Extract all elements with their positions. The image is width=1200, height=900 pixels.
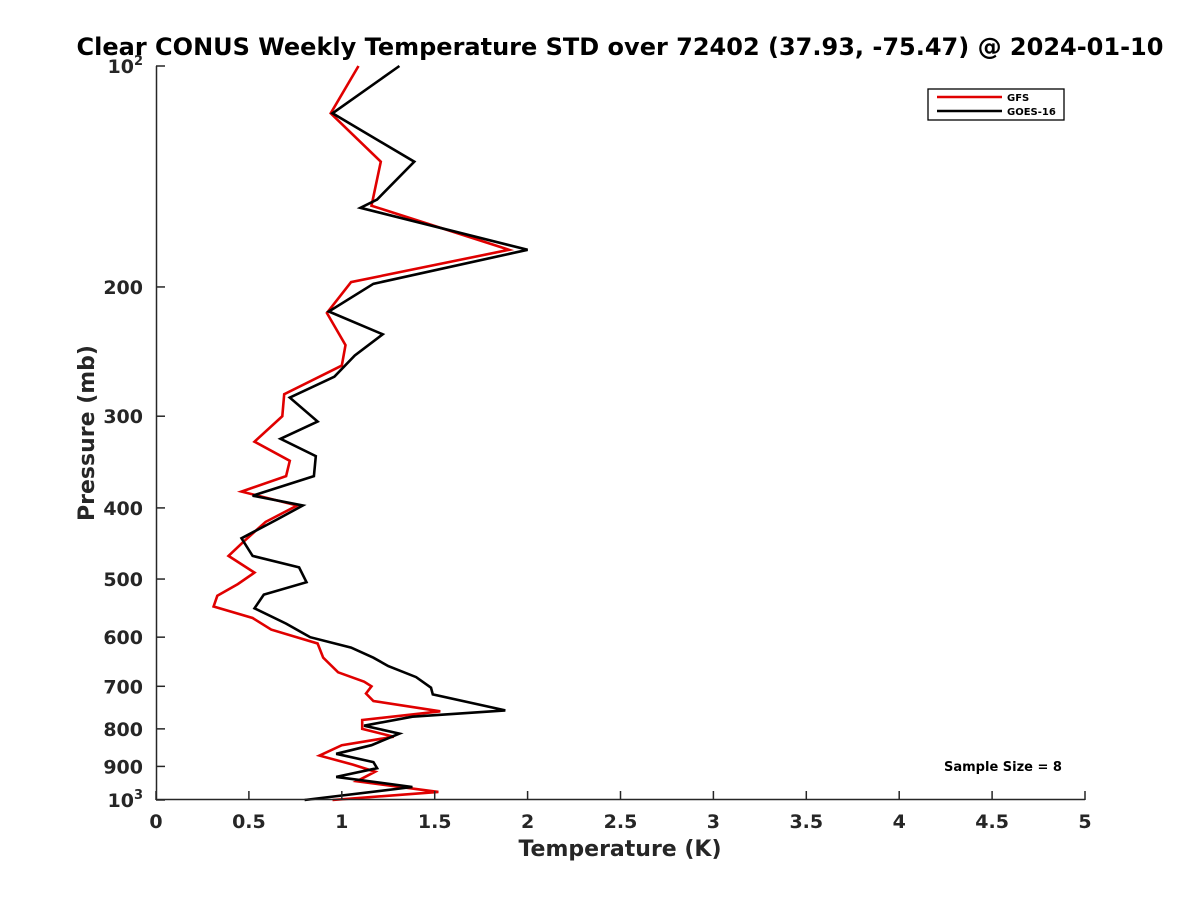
x-tick-label: 3 bbox=[707, 811, 720, 833]
sample-size-annotation: Sample Size = 8 bbox=[944, 760, 1062, 775]
y-tick-label: 900 bbox=[103, 756, 143, 778]
x-tick-label: 4 bbox=[893, 811, 906, 833]
x-tick-label: 0.5 bbox=[232, 811, 266, 833]
plot-lines bbox=[211, 64, 528, 802]
series-line-1 bbox=[211, 65, 515, 802]
x-tick-label: 3.5 bbox=[789, 811, 823, 833]
y-tick-label: 500 bbox=[103, 569, 143, 591]
legend-label-2: GOES-16 bbox=[1007, 107, 1056, 118]
x-tick-label: 5 bbox=[1078, 811, 1091, 833]
x-tick-label: 1 bbox=[335, 811, 348, 833]
y-tick-label: 400 bbox=[103, 498, 143, 520]
x-tick-label: 0 bbox=[149, 811, 162, 833]
x-ticks: 0 0.5 1 1.5 2 2.5 3 3.5 4 4.5 5 bbox=[149, 791, 1092, 833]
y-tick-label: 103 bbox=[108, 788, 144, 812]
y-tick-label: 200 bbox=[103, 277, 143, 299]
series-line-2 bbox=[239, 64, 528, 802]
legend: GFS GOES-16 bbox=[927, 88, 1065, 121]
y-axis-label: Pressure (mb) bbox=[75, 345, 100, 521]
x-tick-label: 2 bbox=[521, 811, 534, 833]
chart-title: Clear CONUS Weekly Temperature STD over … bbox=[77, 33, 1164, 61]
legend-box bbox=[927, 88, 1065, 121]
x-tick-label: 1.5 bbox=[418, 811, 452, 833]
x-tick-label: 2.5 bbox=[604, 811, 638, 833]
y-tick-label: 700 bbox=[103, 676, 143, 698]
y-ticks: 102 200 300 400 500 600 700 800 900 103 bbox=[103, 54, 165, 812]
y-tick-label: 600 bbox=[103, 627, 143, 649]
y-tick-label: 102 bbox=[108, 54, 144, 78]
legend-label-1: GFS bbox=[1007, 93, 1029, 104]
x-tick-label: 4.5 bbox=[975, 811, 1009, 833]
x-axis-label: Temperature (K) bbox=[518, 837, 721, 862]
y-tick-label: 800 bbox=[103, 719, 143, 741]
y-tick-label: 300 bbox=[103, 406, 143, 428]
